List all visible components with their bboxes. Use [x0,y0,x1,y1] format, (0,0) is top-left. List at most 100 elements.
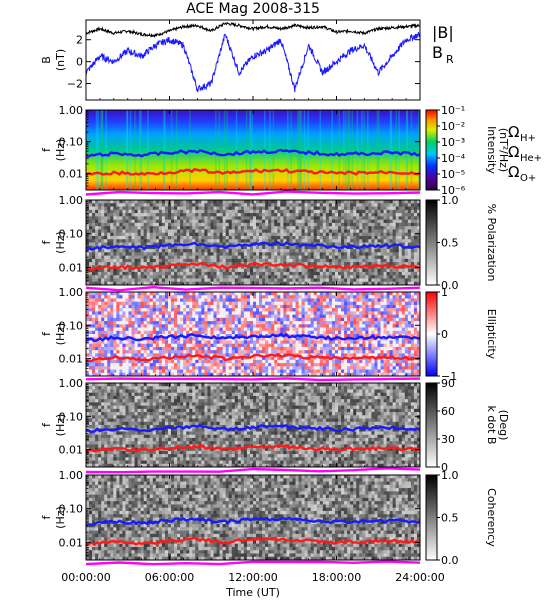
spectrogram-cell [98,311,102,316]
spectrogram-cell [186,226,190,230]
spectrogram-cell [98,226,102,230]
spectrogram-cell [307,278,312,283]
spectrogram-cell [189,200,193,204]
spectrogram-cell [152,317,157,322]
spectrogram-cell [183,295,187,299]
spectrogram-cell [268,200,272,204]
spectrogram-cell [228,314,233,319]
spectrogram-cell [198,301,202,306]
spectrogram-cell [325,222,330,227]
spectrogram-cell [164,308,169,312]
spectrogram-cell [292,366,296,370]
spectrogram-cell [268,213,272,217]
spectrogram-cell [180,350,184,354]
spectrogram-cell [192,327,196,332]
spectrogram-cell [171,200,175,204]
spectrogram-cell [237,262,242,266]
spectrogram-cell [231,229,236,234]
spectrogram-cell [213,268,217,273]
spectrogram-cell [219,278,224,283]
spectrogram-streak [97,110,99,190]
spectrogram-cell [274,337,278,341]
spectrogram-cell [149,219,154,224]
spectrogram-cell [140,363,145,367]
spectrogram-cell [219,252,224,256]
spectrogram-cell [225,219,230,224]
spectrogram-cell [289,219,293,224]
spectrogram-cell [210,209,214,214]
spectrogram-cell [128,258,132,263]
spectrogram-cell [286,292,290,296]
spectrogram-cell [228,271,233,276]
spectrogram-cell [240,200,245,204]
spectrogram-cell [177,317,181,322]
spectrogram-cell [365,206,369,211]
spectrogram-cell [137,304,142,309]
spectrogram-cell [161,346,166,351]
spectrogram-cell [134,301,139,306]
spectrogram-cell [195,229,199,234]
spectrogram-cell [265,311,269,316]
spectrogram-cell [334,209,339,214]
spectrogram-cell [195,346,199,351]
spectrogram-cell [122,275,126,279]
spectrogram-cell [350,239,354,243]
spectrogram-cell [195,235,199,240]
spectrogram-cell [234,281,239,286]
spectrogram-cell [216,314,220,319]
spectrogram-cell [398,262,403,266]
spectrogram-cell [289,258,293,263]
spectrogram-cell [107,350,111,354]
spectrogram-cell [310,229,315,234]
spectrogram-cell [146,321,151,325]
spectrogram-cell [116,213,120,217]
spectrogram-cell [268,372,272,377]
spectrogram-cell [410,239,415,243]
spectrogram-cell [216,245,220,250]
spectrogram-cell [243,295,248,299]
spectrogram-cell [195,292,199,296]
spectrogram-cell [116,298,120,303]
spectrogram-cell [377,206,381,211]
spectrogram-cell [274,235,278,240]
spectrogram-cell [171,292,175,296]
spectrogram-cell [368,232,372,237]
spectrogram-cell [146,262,151,266]
spectrogram-cell [231,372,236,377]
spectrogram-cell [283,343,287,348]
spectrogram-cell [237,275,242,279]
spectrogram-cell [195,324,199,328]
spectrogram-cell [213,275,217,279]
spectrogram-cell [119,359,123,364]
spectrogram-cell [128,255,132,260]
spectrogram-cell [101,308,105,312]
spectrogram-cell [186,278,190,283]
spectrogram-cell [104,298,108,303]
spectrogram-cell [316,239,321,243]
spectrogram-cell [295,275,299,279]
spectrogram-cell [204,369,208,374]
spectrogram-cell [134,317,139,322]
spectrogram-cell [365,203,369,207]
spectrogram-cell [128,330,132,335]
spectrogram-cell [189,213,193,217]
spectrogram-cell [128,219,132,224]
spectrogram-cell [347,219,351,224]
spectrogram-cell [316,249,321,253]
spectrogram-cell [222,346,227,351]
spectrogram-cell [213,372,217,377]
spectrogram-cell [104,363,108,367]
spectrogram-cell [186,350,190,354]
spectrogram-cell [210,242,214,247]
spectrogram-cell [325,206,330,211]
spectrogram-cell [228,281,233,286]
spectrogram-cell [271,271,275,276]
spectrogram-cell [177,235,181,240]
spectrogram-cell [89,353,93,358]
spectrogram-cell [283,372,287,377]
spectrogram-cell [140,340,145,345]
spectrogram-cell [98,229,102,234]
spectrogram-cell [286,222,290,227]
spectrogram-cell [149,298,154,303]
spectrogram-cell [92,232,96,237]
